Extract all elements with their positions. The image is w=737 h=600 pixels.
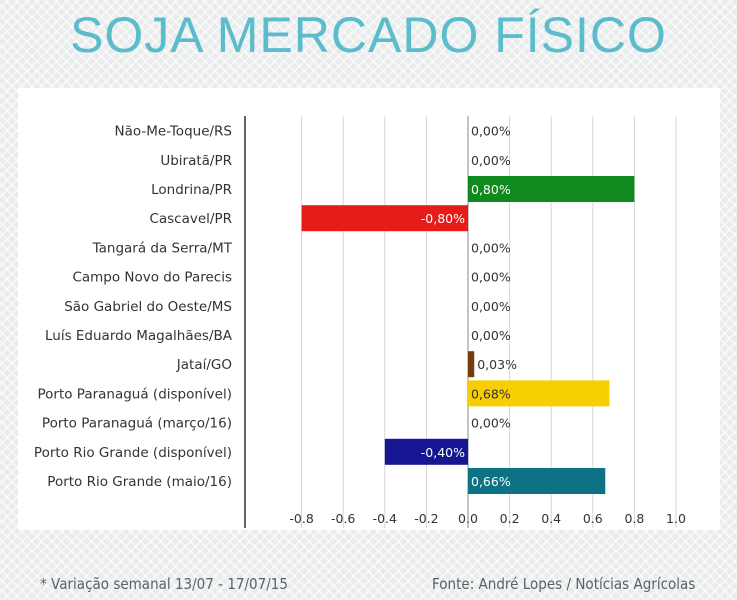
x-tick-label: 0.2 bbox=[500, 511, 520, 526]
bar bbox=[301, 205, 468, 232]
data-label: 0,00% bbox=[471, 299, 511, 314]
category-label: Porto Paranaguá (março/16) bbox=[42, 416, 232, 432]
category-label: Ubiratã/PR bbox=[160, 153, 232, 169]
x-tick-label: 0.6 bbox=[583, 511, 603, 526]
category-label: Cascavel/PR bbox=[149, 211, 232, 227]
category-label: Tangará da Serra/MT bbox=[92, 240, 233, 256]
data-label: 0,00% bbox=[471, 416, 511, 431]
bar bbox=[468, 351, 475, 378]
data-label: 0,00% bbox=[471, 240, 511, 255]
category-label: São Gabriel do Oeste/MS bbox=[64, 299, 232, 315]
data-label: 0,03% bbox=[477, 357, 517, 372]
category-label: Porto Rio Grande (disponível) bbox=[34, 445, 232, 461]
data-label: 0,00% bbox=[471, 124, 511, 139]
x-tick-label: -0.4 bbox=[373, 511, 397, 526]
data-label: 0,80% bbox=[471, 182, 511, 197]
bar bbox=[384, 438, 468, 465]
data-label: -0,80% bbox=[421, 211, 465, 226]
category-label: Campo Novo do Parecis bbox=[72, 270, 232, 286]
source-credit: Fonte: André Lopes / Notícias Agrícolas bbox=[432, 575, 696, 593]
footnote: * Variação semanal 13/07 - 17/07/15 bbox=[40, 575, 288, 593]
data-label: 0,00% bbox=[471, 153, 511, 168]
bar bbox=[468, 380, 610, 407]
x-tick-label: -0.2 bbox=[414, 511, 438, 526]
data-label: 0,68% bbox=[471, 386, 511, 401]
x-tick-label: 1.0 bbox=[666, 511, 686, 526]
bar bbox=[468, 468, 606, 494]
x-tick-label: 0.0 bbox=[458, 511, 478, 526]
x-tick-label: 0.8 bbox=[624, 511, 644, 526]
data-label: 0,66% bbox=[471, 474, 511, 489]
x-tick-label: -0.6 bbox=[331, 511, 355, 526]
x-tick-label: 0.4 bbox=[541, 511, 561, 526]
data-label: 0,00% bbox=[471, 328, 511, 343]
category-label: Porto Paranaguá (disponível) bbox=[37, 386, 232, 402]
data-label: 0,00% bbox=[471, 270, 511, 285]
chart-panel: -0.8 -0.6 -0.4 -0.2 0.0 0.2 0.4 0.6 0.8 1.0 Não-Me… bbox=[18, 88, 720, 530]
category-label: Porto Rio Grande (maio/16) bbox=[47, 474, 232, 490]
data-label: -0,40% bbox=[421, 445, 465, 460]
category-label: Luís Eduardo Magalhães/BA bbox=[45, 328, 233, 344]
bar bbox=[468, 176, 635, 202]
category-label: Jataí/GO bbox=[176, 357, 232, 373]
category-label: Não-Me-Toque/RS bbox=[115, 124, 232, 140]
x-tick-label: -0.8 bbox=[289, 511, 313, 526]
chart-title: SOJA MERCADO FÍSICO bbox=[70, 7, 667, 63]
category-label: Londrina/PR bbox=[151, 182, 232, 198]
bar-chart: -0.8 -0.6 -0.4 -0.2 0.0 0.2 0.4 0.6 0.8 1.0 Não-Me… bbox=[34, 116, 686, 528]
